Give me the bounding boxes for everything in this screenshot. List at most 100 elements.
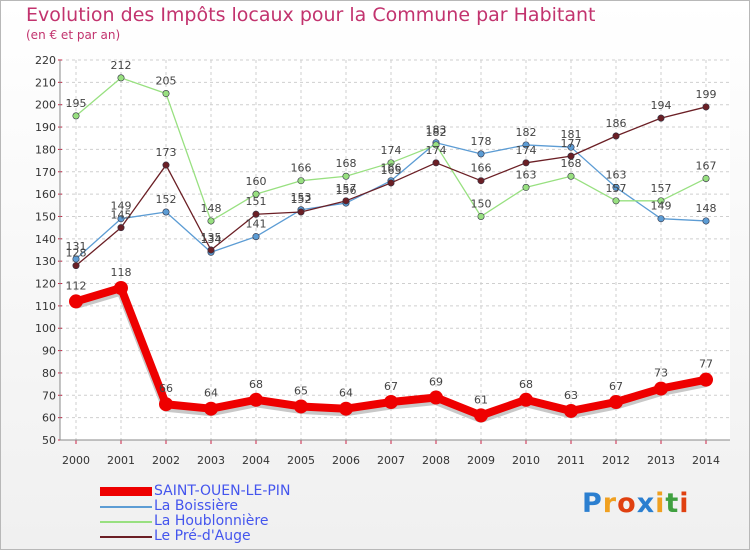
y-tick-label: 190	[35, 121, 56, 134]
x-tick-label: 2004	[242, 454, 270, 467]
data-point	[612, 132, 620, 140]
data-point	[297, 208, 305, 216]
logo-letter: t	[665, 488, 680, 519]
y-tick-label: 100	[35, 322, 56, 335]
data-label: 182	[426, 126, 447, 139]
data-label: 131	[66, 240, 87, 253]
data-label: 148	[696, 202, 717, 215]
data-point	[522, 159, 530, 167]
x-tick-label: 2001	[107, 454, 135, 467]
y-tick-label: 180	[35, 143, 56, 156]
data-label: 118	[111, 266, 132, 279]
data-point	[519, 392, 533, 407]
logo-letter: i	[655, 488, 666, 519]
x-tick-label: 2007	[377, 454, 405, 467]
data-point	[702, 174, 710, 182]
x-tick-label: 2008	[422, 454, 450, 467]
data-label: 173	[156, 146, 177, 159]
y-tick-label: 130	[35, 255, 56, 268]
data-label: 63	[564, 389, 578, 402]
data-point	[567, 172, 575, 180]
data-point	[117, 74, 125, 82]
data-point	[429, 390, 443, 405]
data-label: 178	[471, 135, 492, 148]
data-point	[207, 217, 215, 225]
data-label: 148	[201, 202, 222, 215]
data-point	[342, 172, 350, 180]
data-point	[702, 217, 710, 225]
data-label: 68	[249, 378, 263, 391]
data-point	[432, 141, 440, 149]
x-tick-label: 2014	[692, 454, 720, 467]
data-point	[609, 395, 623, 409]
legend-label: Le Pré-d'Auge	[154, 528, 251, 544]
data-label: 160	[246, 175, 267, 188]
legend-label: SAINT-OUEN-LE-PIN	[154, 483, 291, 499]
y-tick-label: 160	[35, 188, 56, 201]
data-point	[207, 246, 215, 254]
data-point	[162, 208, 170, 216]
data-point	[252, 233, 260, 241]
data-label: 153	[291, 191, 312, 204]
plot-area	[60, 60, 730, 440]
data-label: 112	[66, 279, 87, 292]
data-point	[162, 90, 170, 98]
data-point	[612, 183, 620, 191]
data-point	[564, 403, 578, 418]
data-point	[657, 215, 665, 223]
logo-letter: o	[617, 488, 637, 519]
data-point	[387, 159, 395, 167]
logo-letter: i	[679, 488, 690, 519]
data-label: 128	[66, 247, 87, 260]
grid-lines	[60, 59, 730, 441]
data-label: 183	[426, 124, 447, 137]
data-label: 157	[336, 182, 357, 195]
data-point	[159, 397, 173, 412]
data-label: 174	[381, 144, 402, 157]
data-label: 182	[516, 126, 537, 139]
chart-title: Evolution des Impôts locaux pour la Comm…	[26, 4, 596, 26]
y-tick-label: 50	[42, 434, 56, 447]
data-label: 151	[246, 195, 267, 208]
data-point	[294, 399, 308, 414]
data-point	[699, 372, 713, 387]
data-label: 77	[699, 358, 713, 371]
data-label: 167	[696, 159, 717, 172]
line-chart: 50 60 70 80 90 100 110 120 130 140 150 160 170 180 190…	[35, 54, 730, 467]
data-label: 205	[156, 75, 177, 88]
data-label: 145	[111, 209, 132, 222]
data-label: 61	[474, 393, 488, 406]
logo-letter: r	[602, 488, 618, 519]
data-point	[252, 210, 260, 218]
data-label: 166	[291, 162, 312, 175]
legend-swatch	[100, 506, 152, 508]
data-point	[567, 143, 575, 151]
y-tick-label: 220	[35, 54, 56, 67]
data-point	[477, 177, 485, 185]
x-tick-label: 2002	[152, 454, 180, 467]
y-tick-label: 120	[35, 278, 56, 291]
data-point	[114, 281, 128, 295]
data-point	[69, 294, 83, 309]
data-point	[384, 395, 398, 409]
legend-swatch	[100, 487, 152, 496]
data-label: 134	[201, 233, 222, 246]
data-label: 65	[294, 384, 308, 397]
series-lines	[69, 74, 713, 423]
data-point	[612, 197, 620, 205]
y-tick-label: 80	[42, 367, 56, 380]
data-label: 152	[156, 193, 177, 206]
data-label: 157	[651, 182, 672, 195]
data-label: 67	[384, 380, 398, 393]
data-point	[387, 179, 395, 187]
y-tick-label: 200	[35, 99, 56, 112]
data-label: 166	[381, 162, 402, 175]
legend-swatch	[100, 536, 152, 538]
data-label: 165	[381, 164, 402, 177]
data-label: 64	[204, 387, 218, 400]
data-label: 177	[561, 137, 582, 150]
data-label: 150	[471, 197, 492, 210]
data-label: 149	[651, 200, 672, 213]
data-label: 174	[426, 144, 447, 157]
